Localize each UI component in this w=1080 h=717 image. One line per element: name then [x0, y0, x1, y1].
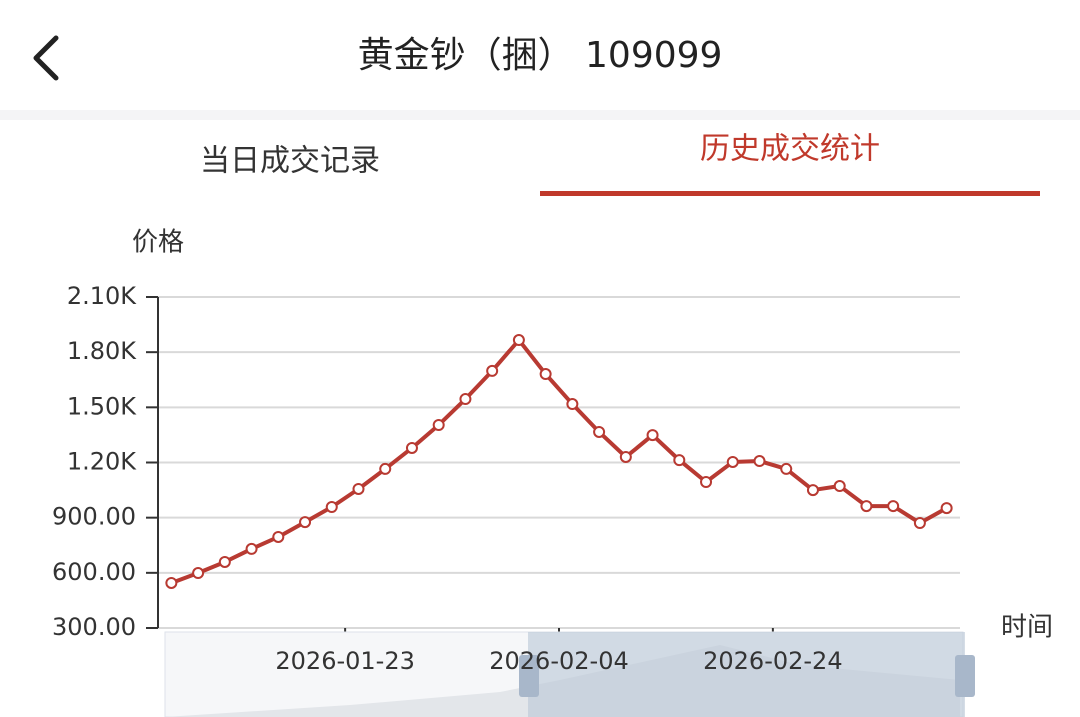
- x-axis-label: 时间: [1001, 613, 1053, 643]
- data-point: [753, 455, 766, 468]
- y-tick-label: 300.00: [52, 613, 136, 641]
- data-point: [432, 418, 445, 431]
- y-tick-label: 2.10K: [67, 282, 137, 310]
- y-tick-label: 1.20K: [67, 448, 137, 476]
- data-point: [833, 480, 846, 493]
- data-point: [405, 441, 418, 454]
- x-tick-label: 2026-02-24: [703, 647, 842, 675]
- tab[interactable]: 当日成交记录: [200, 144, 380, 179]
- zoom-handle[interactable]: [519, 655, 539, 697]
- nav-bar: [0, 0, 1080, 110]
- x-tick-label: 2026-02-04: [489, 647, 628, 675]
- data-point: [780, 462, 793, 475]
- data-point: [700, 475, 713, 488]
- data-point: [940, 502, 953, 515]
- data-point: [352, 482, 365, 495]
- y-tick-label: 600.00: [52, 558, 136, 586]
- data-point: [673, 454, 686, 467]
- data-point: [379, 462, 392, 475]
- data-point: [806, 484, 819, 497]
- zoom-window[interactable]: [528, 632, 965, 717]
- data-zoom[interactable]: [164, 631, 975, 717]
- y-tick-label: 1.50K: [67, 392, 137, 420]
- y-tick-label: 900.00: [52, 503, 136, 531]
- data-point: [192, 567, 205, 580]
- tab-active[interactable]: 历史成交统计: [700, 132, 880, 167]
- data-point: [512, 334, 525, 347]
- back-button[interactable]: [33, 35, 59, 81]
- zoom-handle[interactable]: [955, 655, 975, 697]
- y-tick-label: 1.80K: [67, 337, 137, 365]
- data-point: [619, 450, 632, 463]
- data-point: [887, 500, 900, 513]
- data-point: [646, 429, 659, 442]
- data-point: [913, 516, 926, 529]
- x-tick-label: 2026-01-23: [275, 647, 414, 675]
- y-axis-label: 价格: [132, 228, 184, 258]
- series-line: [170, 338, 948, 585]
- divider: [0, 110, 1080, 120]
- data-point: [860, 500, 873, 513]
- data-point: [245, 542, 258, 555]
- data-point: [165, 576, 178, 589]
- data-point: [593, 425, 606, 438]
- data-point: [325, 501, 338, 514]
- data-point: [299, 516, 312, 529]
- page-title: 黄金钞（捆） 109099: [358, 35, 723, 76]
- data-point: [726, 455, 739, 468]
- data-point: [459, 393, 472, 406]
- tab-indicator: [540, 191, 1040, 196]
- data-point: [218, 555, 231, 568]
- data-point: [486, 364, 499, 377]
- data-point: [539, 368, 552, 381]
- data-point: [566, 398, 579, 411]
- data-point: [272, 530, 285, 543]
